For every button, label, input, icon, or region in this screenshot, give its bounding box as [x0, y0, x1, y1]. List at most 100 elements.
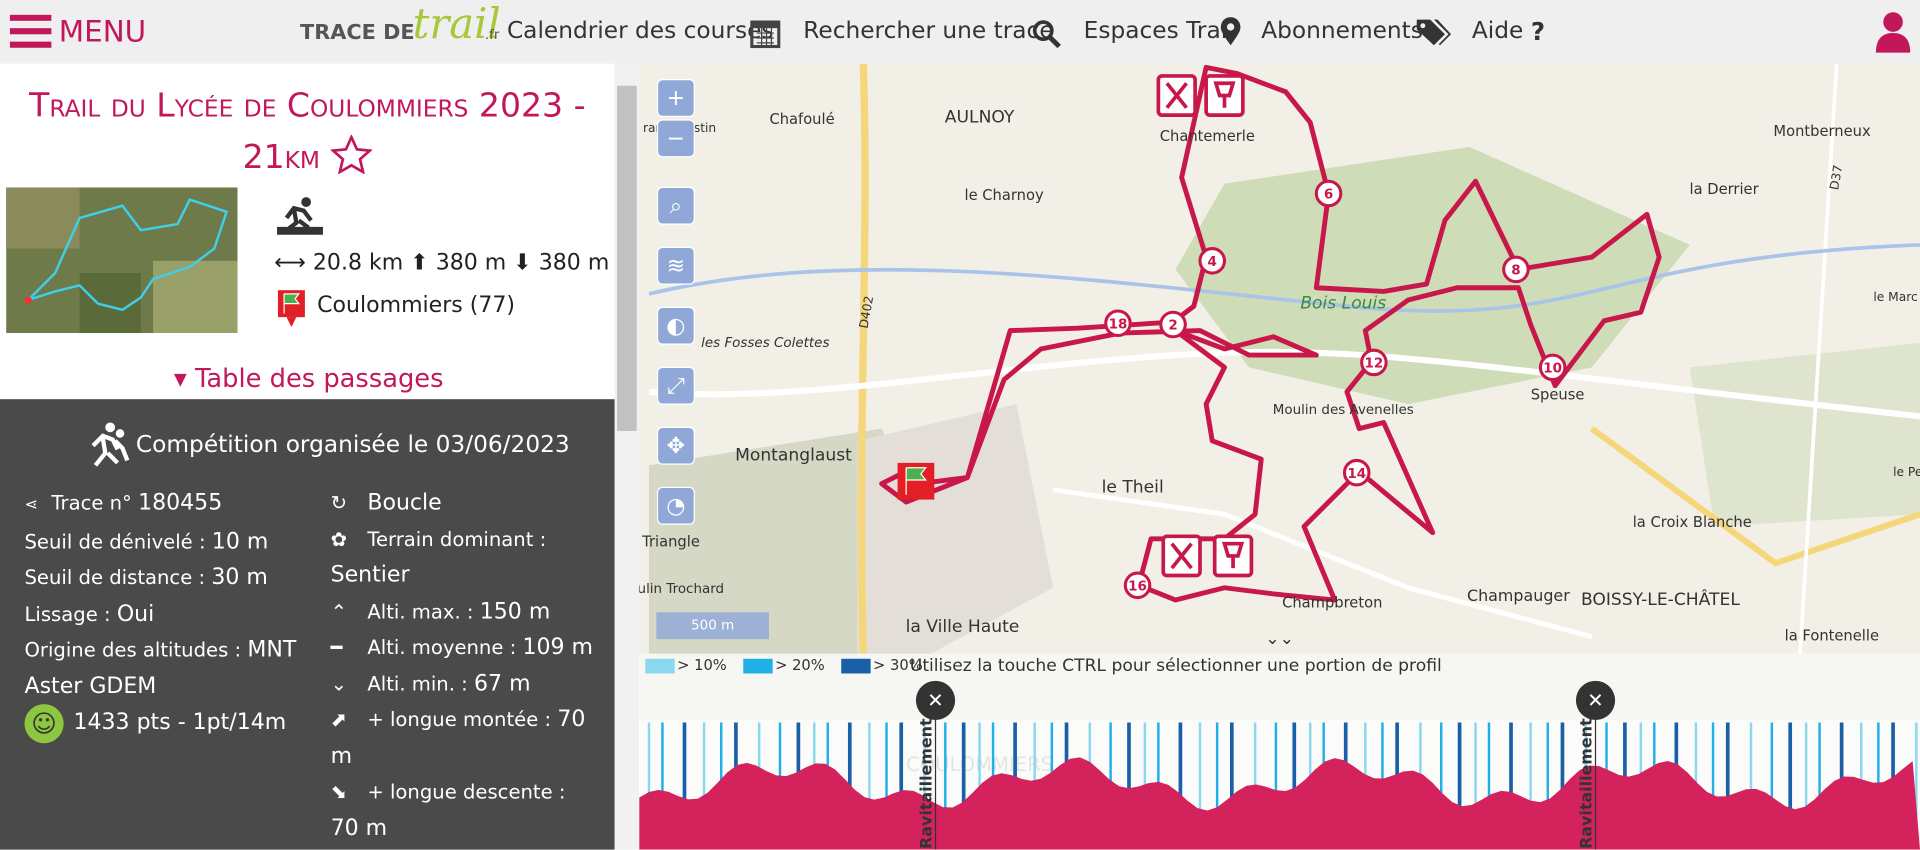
map-control [656, 186, 695, 225]
checkpoint [1538, 353, 1567, 382]
map-control [656, 119, 695, 158]
info-label: Origine des altitudes : [24, 637, 242, 662]
checkpoint-label: 18 [1109, 317, 1128, 332]
map[interactable]: 24681012141618range JustinChafouléAULNOY… [639, 63, 1920, 654]
checkpoint-label: 2 [1168, 319, 1177, 334]
legend-swatch [743, 658, 773, 674]
logo[interactable]: TRACE DE [300, 20, 415, 46]
place-label: la Fontenelle [1785, 628, 1879, 645]
trail-thumbnail[interactable] [6, 187, 238, 334]
map-canvas: 24681012141618range JustinChafouléAULNOY… [639, 63, 1920, 654]
map-control-glyph: ✥ [667, 434, 685, 459]
runner-icon [277, 197, 323, 235]
map-road [857, 63, 869, 654]
info-row: Lissage : Oui [24, 596, 318, 632]
checkpoint [1198, 247, 1227, 275]
place-label: Moulin des Avenelles [1273, 403, 1414, 418]
info-value: 67 m [474, 670, 531, 697]
logo-script[interactable]: trail [412, 0, 501, 49]
info-label: Trace n° [51, 491, 132, 515]
nav-calendar[interactable]: Calendrier des courses [506, 17, 774, 45]
legend-label: > 10% [677, 657, 727, 674]
competition-left: ⋖ Trace n° 180455 Seuil de dénivelé : 10 m… [24, 485, 318, 744]
place-label: D37 [1827, 164, 1845, 191]
checkpoint-label: 8 [1511, 264, 1520, 279]
competition-right: ↻ Boucle ✿ Terrain dominant : Sentier ⌃ Alti.… [331, 485, 594, 846]
logo-tld[interactable]: .fr [484, 26, 500, 43]
info-value: Boucle [367, 489, 442, 516]
info-row: ✿ Terrain dominant : Sentier [331, 521, 594, 593]
trail-title-text: Trail du Lycée de Coulommiers 2023 - 21k… [29, 86, 586, 177]
nav-spaces[interactable]: Espaces Trail [1083, 17, 1234, 45]
menu-icon[interactable] [9, 14, 52, 49]
ascent: 380 m [435, 249, 507, 276]
info-value: 70 m [330, 814, 388, 841]
svg-text:?: ? [1531, 20, 1545, 46]
info-row: ☺ 1433 pts - 1pt/14m [24, 704, 318, 744]
nav-subscriptions[interactable]: Abonnements [1261, 17, 1423, 45]
scrollbar-thumb[interactable] [617, 85, 637, 432]
info-label: + longue descente : [367, 780, 566, 804]
checkpoint [1104, 309, 1132, 338]
share-icon: ⋖ [24, 495, 38, 515]
elevation-area [639, 757, 1920, 850]
aid-station-glyph [1165, 82, 1188, 109]
nav-search[interactable]: Rechercher une trace [803, 17, 1054, 45]
info-row: ⌄ Alti. min. : 67 m [331, 666, 594, 702]
info-row: ⬈ + longue montée : 70 m [331, 702, 594, 774]
info-row: ↻ Boucle [331, 485, 594, 521]
nav-help[interactable]: Aide [1471, 17, 1524, 45]
header: MENU TRACE DE trail .fr Calendrier des c… [0, 0, 1920, 64]
map-road [1798, 63, 1839, 654]
place-label: la Ville Haute [906, 617, 1020, 637]
elevation-profile[interactable]: > 10% > 20% > 30% Utilisez la touche CTRL p… [639, 653, 1920, 850]
legend-swatch [645, 658, 675, 674]
trail-title: Trail du Lycée de Coulommiers 2023 - 21k… [12, 81, 602, 184]
info-label: Lissage : [24, 601, 111, 626]
checkpoint-label: 16 [1128, 580, 1147, 595]
checkpoint [1342, 458, 1371, 487]
menu-label[interactable]: MENU [58, 14, 147, 49]
map-control-glyph: − [667, 127, 685, 152]
checkpoint-label: 12 [1365, 357, 1384, 372]
info-label: + longue montée : [367, 707, 552, 732]
place-label: Speuse [1531, 387, 1585, 404]
scrollbar[interactable] [614, 63, 640, 850]
passages-label[interactable]: Table des passages [194, 363, 444, 394]
map-control-glyph: ◐ [666, 314, 685, 339]
place-label: le Pe [1893, 465, 1920, 479]
info-icon: ✿ [330, 527, 348, 551]
info-label: Alti. max. : [367, 599, 474, 623]
user-icon[interactable] [1873, 10, 1912, 54]
checkpoint [1123, 571, 1152, 600]
checkpoint [1159, 310, 1187, 339]
info-icon: ⬈ [330, 707, 348, 732]
info-label: Terrain dominant : [367, 527, 547, 551]
competition-icon [91, 422, 130, 467]
competition-panel: Compétition organisée le 03/06/2023 ⋖ Tra… [0, 399, 615, 850]
map-road [648, 348, 1920, 420]
favorite-star[interactable] [329, 133, 373, 175]
map-control-glyph: + [667, 86, 685, 111]
profile-canvas: > 10% > 20% > 30%Utilisez la touche CTRL p… [639, 653, 1920, 850]
marker-glyph: ✕ [1587, 689, 1603, 712]
tags-icon [1416, 19, 1452, 46]
info-value: 30 m [211, 564, 268, 591]
start-location: Coulommiers (77) [317, 292, 516, 319]
descent: 380 m [538, 249, 610, 276]
place-label: Bois Louis [1300, 294, 1386, 314]
info-value: Oui [116, 600, 155, 627]
profile-hint: Utilisez la touche CTRL pour sélectionne… [910, 656, 1442, 676]
passages-toggle[interactable]: ▾ Table des passages [173, 363, 444, 394]
map-road [648, 243, 1920, 313]
map-control [656, 366, 695, 405]
place-label: les Fosses Colettes [701, 336, 829, 351]
place-label: Champauger [1467, 586, 1570, 605]
aid-station-glyph [1170, 542, 1193, 570]
marker-label: Ravitaillement [1576, 718, 1595, 849]
checkpoint [1314, 179, 1343, 208]
place-label: BOISSY-LE-CHÂTEL [1581, 588, 1740, 610]
map-control [656, 78, 695, 117]
trail-stats: ⟷ 20.8 km ⬆ 380 m ⬇ 380 m [274, 249, 610, 276]
search-icon [1032, 20, 1061, 48]
